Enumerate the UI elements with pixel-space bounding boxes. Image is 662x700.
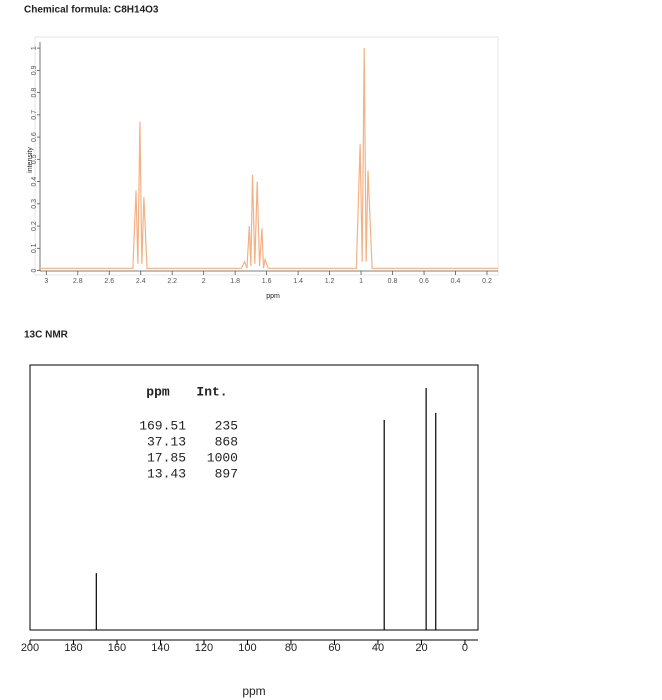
y-tick-label: 0.4 bbox=[31, 177, 38, 187]
x-tick-label: 1.6 bbox=[262, 278, 272, 285]
table-int: 897 bbox=[215, 466, 238, 481]
y-axis-label: intensity bbox=[27, 147, 34, 173]
y-tick-label: 0.2 bbox=[31, 221, 38, 231]
x-tick-label: 1 bbox=[359, 278, 363, 285]
x-tick-label: 20 bbox=[415, 642, 427, 654]
x-tick-label: 1.4 bbox=[293, 278, 303, 285]
x-tick-label: 2.8 bbox=[73, 278, 83, 285]
x-tick-label: 2.6 bbox=[104, 278, 114, 285]
x-tick-label: 80 bbox=[285, 642, 297, 654]
x-tick-label: 60 bbox=[328, 642, 340, 654]
y-tick-label: 0.5 bbox=[31, 154, 38, 164]
y-tick-label: 0.8 bbox=[31, 88, 38, 98]
y-tick-label: 1 bbox=[31, 46, 38, 50]
x-tick-label: 2.4 bbox=[136, 278, 146, 285]
table-header: ppm bbox=[146, 384, 170, 399]
y-tick-label: 0.9 bbox=[31, 65, 38, 75]
x-tick-label: 120 bbox=[195, 642, 213, 654]
table-ppm: 13.43 bbox=[147, 466, 186, 481]
x-tick-label: 100 bbox=[238, 642, 256, 654]
x-tick-label: 3 bbox=[44, 278, 48, 285]
x-tick-label: 200 bbox=[21, 642, 39, 654]
table-ppm: 17.85 bbox=[147, 450, 186, 465]
x-tick-label: 0.6 bbox=[419, 278, 429, 285]
x-tick-label: 40 bbox=[372, 642, 384, 654]
x-tick-label: 0.4 bbox=[451, 278, 461, 285]
y-tick-label: 0.6 bbox=[31, 132, 38, 142]
table-int: 235 bbox=[215, 418, 238, 433]
x-tick-label: 160 bbox=[108, 642, 126, 654]
x-tick-label: 0 bbox=[462, 642, 468, 654]
x-axis-label: ppm bbox=[242, 684, 265, 698]
plot-frame bbox=[29, 364, 479, 631]
x-tick-label: 1.8 bbox=[230, 278, 240, 285]
table-ppm: 37.13 bbox=[147, 434, 186, 449]
x-tick-label: 2.2 bbox=[167, 278, 177, 285]
y-tick-label: 0.7 bbox=[31, 110, 38, 120]
table-int: 1000 bbox=[207, 450, 238, 465]
x-tick-label: 1.2 bbox=[325, 278, 335, 285]
chart-title: Chemical formula: C8H14O3 bbox=[24, 5, 159, 16]
y-tick-label: 0.1 bbox=[31, 243, 38, 253]
y-tick-label: 0.3 bbox=[31, 199, 38, 209]
x-tick-label: 0.8 bbox=[388, 278, 398, 285]
x-tick-label: 0.2 bbox=[482, 278, 492, 285]
x-axis-label: ppm bbox=[266, 293, 280, 300]
x-tick-label: 140 bbox=[151, 642, 169, 654]
chart-title: 13C NMR bbox=[24, 330, 69, 341]
plot-frame bbox=[34, 36, 499, 276]
table-int: 868 bbox=[215, 434, 238, 449]
spectrum-line bbox=[40, 48, 498, 269]
table-ppm: 169.51 bbox=[139, 418, 186, 433]
x-tick-label: 180 bbox=[64, 642, 82, 654]
x-tick-label: 2 bbox=[202, 278, 206, 285]
table-header: Int. bbox=[196, 384, 227, 399]
y-tick-label: 0 bbox=[31, 269, 38, 273]
